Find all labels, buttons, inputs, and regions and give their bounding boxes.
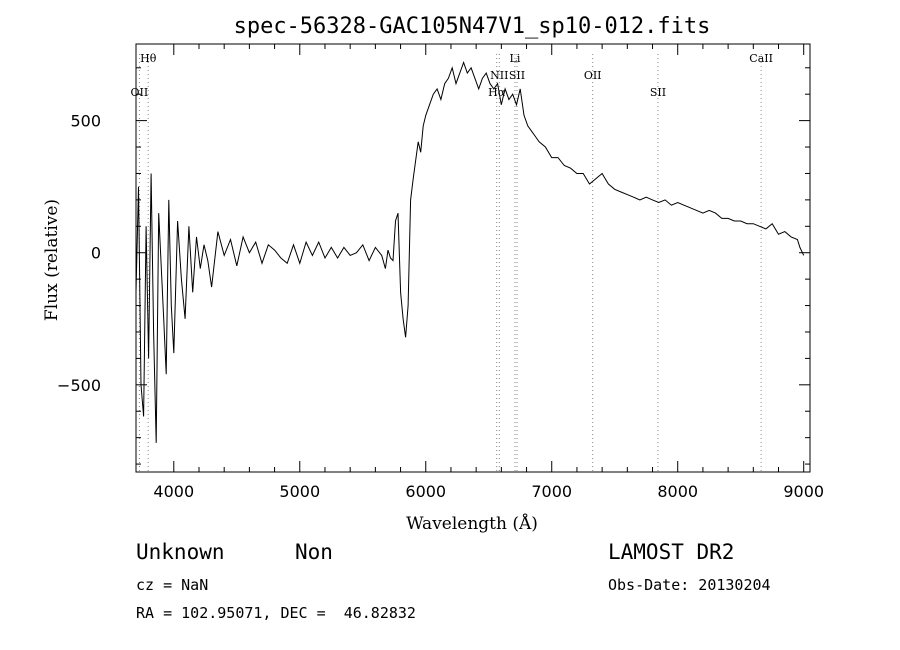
x-tick-label: 9000 [783, 482, 824, 501]
x-axis-label: Wavelength (Å) [406, 513, 538, 534]
line-marker-label: OII [131, 86, 149, 99]
class-label: Unknown [136, 540, 225, 564]
line-marker-label: CaII [749, 52, 773, 65]
survey-label: LAMOST DR2 [608, 540, 735, 564]
obs-date-label: Obs-Date: 20130204 [608, 576, 771, 594]
chart-title: spec-56328-GAC105N47V1_sp10-012.fits [234, 14, 711, 39]
y-tick-label: 500 [70, 112, 101, 131]
x-tick-label: 8000 [657, 482, 698, 501]
spectrum-line [135, 61, 805, 443]
redshift-label: cz = NaN [136, 576, 209, 594]
line-marker-label: NII [490, 69, 508, 82]
line-marker-label: Hα [488, 86, 506, 99]
line-marker-label: Li [510, 52, 521, 65]
x-tick-label: 5000 [279, 482, 320, 501]
x-tick-label: 4000 [153, 482, 194, 501]
line-marker-label: SII [509, 69, 525, 82]
x-tick-label: 6000 [405, 482, 446, 501]
x-tick-label: 7000 [531, 482, 572, 501]
y-tick-label: 0 [91, 244, 101, 263]
y-tick-label: −500 [57, 376, 101, 395]
line-marker-label: OII [584, 69, 602, 82]
coordinates-label: RA = 102.95071, DEC = 46.82832 [136, 604, 416, 622]
line-marker-label: Hθ [140, 52, 157, 65]
tick-labels: 4000 5000 6000 7000 8000 9000 −500 0 500 [57, 112, 824, 501]
plot-frame [135, 43, 811, 473]
y-axis-label: Flux (relative) [42, 199, 62, 321]
axis-ticks [136, 44, 810, 472]
line-marker-label: SII [650, 86, 666, 99]
subclass-label: Non [295, 540, 333, 564]
